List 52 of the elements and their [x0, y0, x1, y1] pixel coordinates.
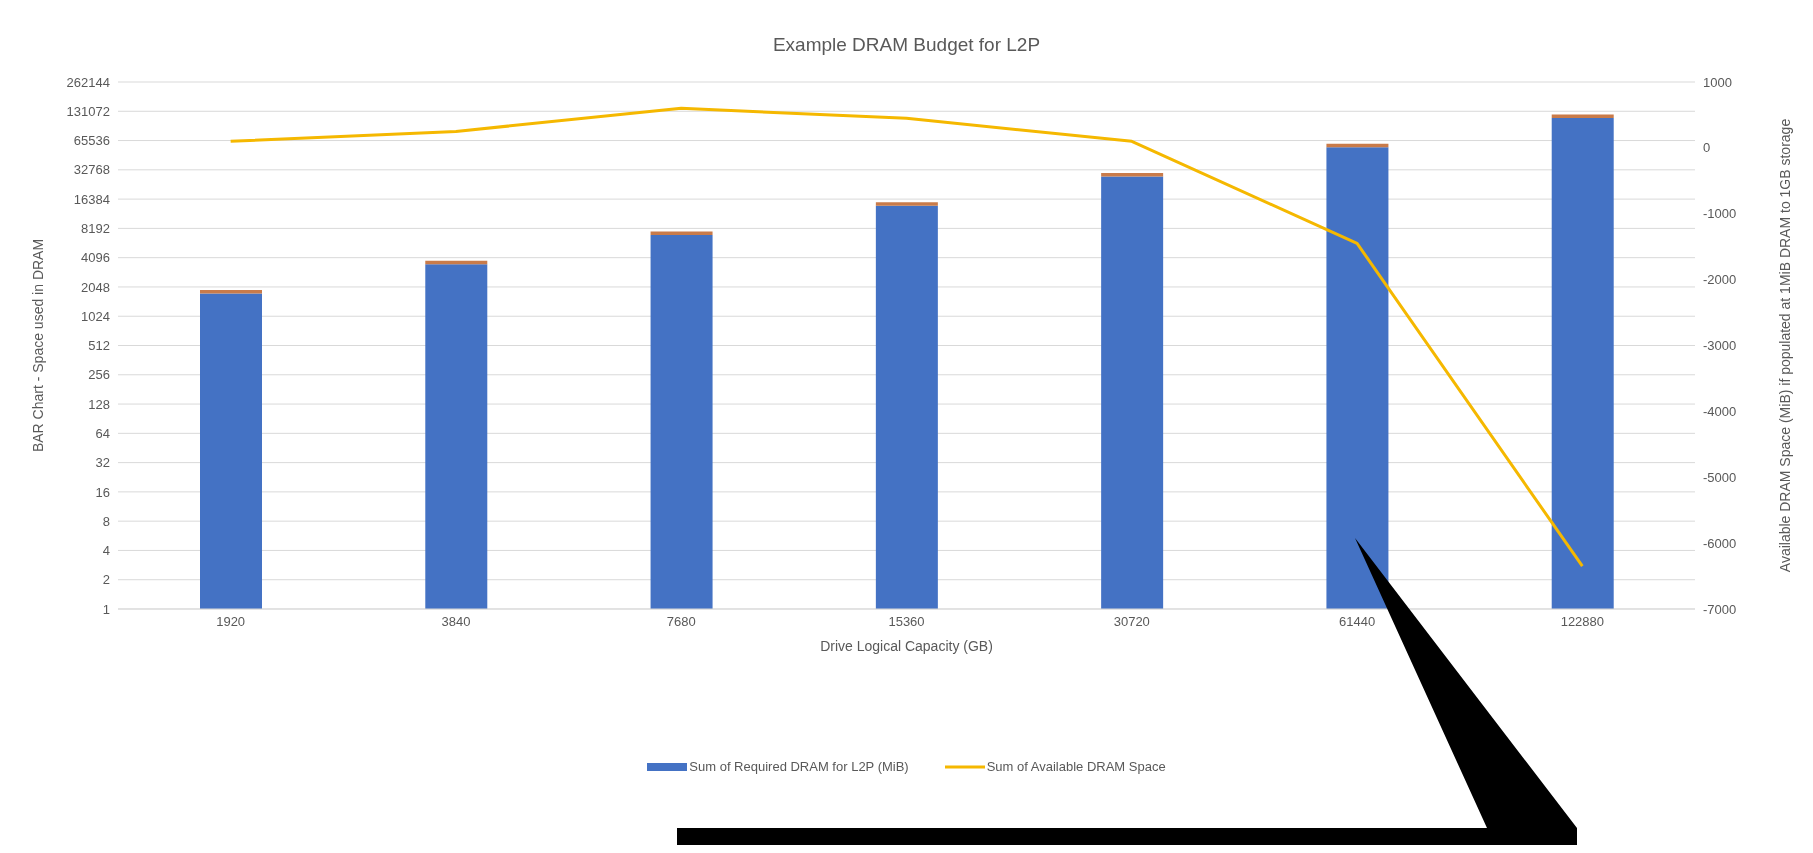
chart-title: Example DRAM Budget for L2P [771, 33, 1042, 57]
y-tick-label: 65536 [73, 133, 110, 149]
line-series [229, 106, 1584, 568]
y2-tick-label: -5000 [1703, 469, 1737, 485]
x-tick-label: 15360 [888, 614, 925, 630]
y-tick-label: 1024 [81, 308, 110, 324]
y-tick-label: 4096 [81, 250, 110, 266]
x-tick-label: 122880 [1560, 614, 1605, 630]
y2-tick-label: 0 [1703, 140, 1711, 156]
y-tick-label: 32768 [73, 162, 110, 178]
x-axis-title: Drive Logical Capacity (GB) [820, 638, 993, 654]
y2-tick-label: 1000 [1703, 74, 1732, 90]
y-tick-label: 32 [95, 455, 110, 471]
y-tick-label: 1 [102, 601, 110, 617]
legend-label: Sum of Available DRAM Space [986, 759, 1166, 774]
y2-tick-label: -6000 [1703, 535, 1737, 551]
y2-tick-label: -1000 [1703, 206, 1737, 222]
y-tick-label: 8192 [81, 221, 110, 236]
y-tick-label: 2048 [81, 279, 110, 295]
bar [650, 235, 713, 609]
y-tick-label: 16 [95, 484, 110, 500]
x-tick-label: 1920 [216, 614, 246, 630]
bar [1551, 117, 1614, 609]
bar [200, 293, 262, 609]
y-tick-label: 2 [102, 572, 110, 588]
bar [1551, 114, 1614, 118]
y-tick-label: 64 [95, 425, 110, 441]
bar [200, 290, 262, 294]
y-tick-label: 131072 [66, 103, 110, 119]
bar [425, 264, 488, 609]
y-tick-label: 256 [88, 367, 110, 383]
bar [1326, 147, 1389, 609]
x-tick-label: 30720 [1113, 614, 1150, 630]
bar [875, 205, 938, 609]
x-tick-label: 3840 [441, 614, 471, 630]
legend-label: Sum of Required DRAM for L2P (MiB) [689, 759, 909, 774]
y2-tick-label: -2000 [1703, 272, 1737, 288]
y2-tick-label: -4000 [1703, 403, 1737, 419]
y-tick-label: 262144 [66, 74, 110, 90]
y2-tick-label: -7000 [1703, 601, 1737, 617]
x-tick-label: 61440 [1338, 614, 1376, 630]
y2-axis-title: Available DRAM Space (MiB) if populated at 1MiB DRAM to 1GB storage [1776, 118, 1793, 573]
y-axis-title: BAR Chart - Space used in DRAM [29, 238, 46, 453]
y-tick-label: 512 [88, 338, 110, 354]
y-tick-label: 8 [102, 513, 110, 529]
y-tick-label: 16384 [73, 191, 110, 207]
y2-tick-label: -3000 [1703, 338, 1737, 354]
bar [1101, 176, 1164, 609]
y-tick-label: 128 [88, 396, 110, 412]
bar [875, 202, 938, 206]
y-tick-label: 4 [102, 543, 110, 559]
x-tick-label: 7680 [666, 614, 696, 630]
